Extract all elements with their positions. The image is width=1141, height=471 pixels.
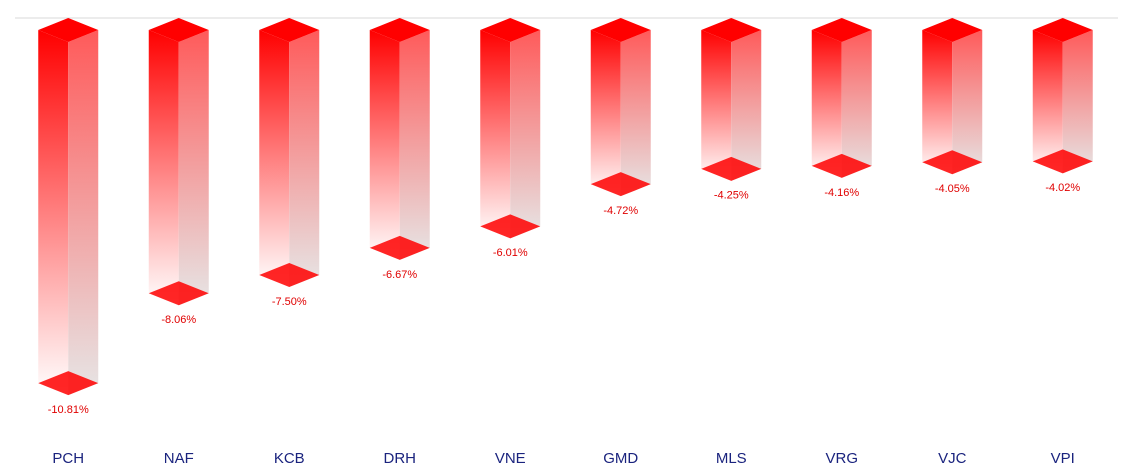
x-tick-label: VRG [825, 450, 858, 467]
bar-left-face [1032, 30, 1063, 174]
value-label: -7.50% [272, 296, 307, 308]
bar-left-face [590, 30, 621, 197]
bar-right-face [731, 30, 762, 181]
bar [590, 18, 651, 197]
value-label: -8.06% [161, 314, 196, 326]
bar [38, 18, 99, 396]
bar-bottom [811, 153, 872, 178]
value-label: -4.25% [714, 190, 749, 202]
bar-right-face [1062, 30, 1093, 174]
bar-left-face [480, 30, 511, 239]
bar-left-face [148, 30, 179, 306]
value-label: -4.05% [935, 183, 970, 195]
x-tick-label: VNE [495, 450, 526, 467]
bar-top [259, 18, 320, 42]
bar-top [1032, 18, 1093, 42]
bar-top [590, 18, 651, 42]
bar-bottom [1032, 149, 1093, 174]
value-label: -4.02% [1045, 182, 1080, 194]
bar-right-face [510, 30, 541, 239]
bar [811, 18, 872, 178]
bar-bottom [922, 150, 983, 175]
bar-top [148, 18, 209, 42]
x-tick-label: DRH [384, 450, 417, 467]
bar-right-face [399, 30, 430, 260]
bar [480, 18, 541, 239]
bar-left-face [701, 30, 732, 181]
value-label: -10.81% [48, 404, 89, 416]
bar-right-face [289, 30, 320, 287]
bar [148, 18, 209, 306]
bar-right-face [952, 30, 983, 175]
bar-top [38, 18, 99, 42]
bar-bottom [148, 281, 209, 306]
bar-left-face [259, 30, 290, 287]
bar-top [811, 18, 872, 42]
bar-right-face [841, 30, 872, 178]
bar-bottom [259, 263, 320, 287]
bar [259, 18, 320, 287]
bar-left-face [811, 30, 842, 178]
x-tick-label: PCH [52, 450, 84, 467]
bar-right-face [620, 30, 651, 197]
bar-top [480, 18, 541, 42]
bar-left-face [369, 30, 400, 260]
bar-left-face [38, 30, 69, 396]
bar [922, 18, 983, 175]
bar-right-face [68, 30, 99, 396]
bar [1032, 18, 1093, 174]
bar-top [701, 18, 762, 42]
x-tick-label: KCB [274, 450, 305, 467]
bar-bottom [480, 214, 541, 239]
x-tick-label: NAF [164, 450, 194, 467]
bar-bottom [590, 172, 651, 197]
x-tick-label: VPI [1051, 450, 1075, 467]
value-label: -6.01% [493, 247, 528, 259]
bar-left-face [922, 30, 953, 175]
x-tick-label: GMD [603, 450, 638, 467]
x-tick-label: MLS [716, 450, 747, 467]
value-label: -4.16% [824, 187, 859, 199]
bar-right-face [178, 30, 209, 306]
bar [701, 18, 762, 181]
x-tick-label: VJC [938, 450, 967, 467]
bar-bottom [38, 371, 99, 396]
bar-top [922, 18, 983, 42]
value-label: -4.72% [603, 205, 638, 217]
bar-bottom [701, 156, 762, 181]
bar-bottom [369, 235, 430, 260]
bar [369, 18, 430, 260]
value-label: -6.67% [382, 269, 417, 281]
bar-top [369, 18, 430, 42]
